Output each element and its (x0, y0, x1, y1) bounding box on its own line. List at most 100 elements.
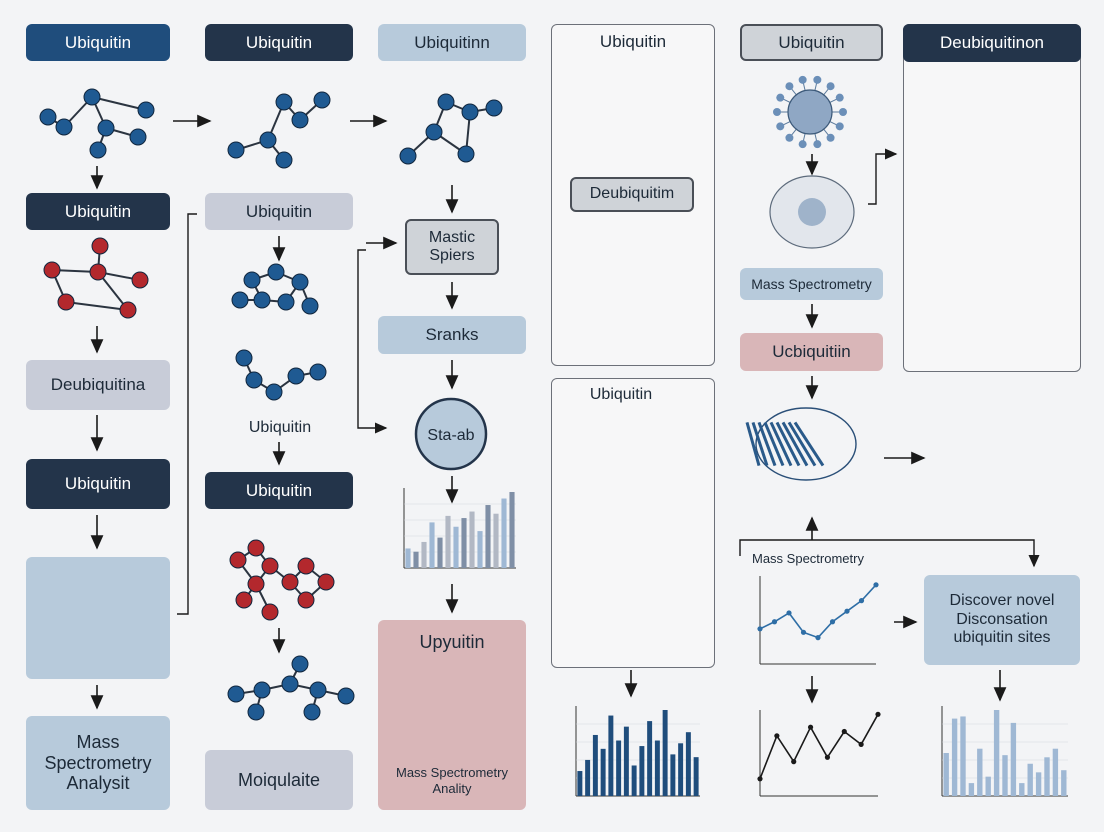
col1-molecule-1-atom (55, 118, 73, 136)
col5-pink-label: Ucbiquitiin (740, 333, 883, 371)
col6-bar-chart-2-bar (1019, 783, 1025, 796)
col2-molecule-4-atom (297, 591, 315, 609)
col4-bar-chart-2-bar (585, 759, 591, 796)
col6-bar-chart-2-bar (1052, 748, 1059, 796)
col3-molecule-1-atom (461, 103, 479, 121)
col5-ribbon-strand (787, 421, 817, 467)
col4-bar-chart-2-bar (693, 757, 699, 796)
col5-ribbon-strand (775, 421, 801, 467)
col4-bar-chart-2-bar (616, 740, 622, 796)
col2-label-2: Ubiquitin (205, 193, 353, 230)
col5-blob-1-satellite (773, 108, 781, 116)
col1-molecule-2-atom (91, 237, 109, 255)
col3-bar-chart-bar (445, 515, 451, 568)
col5-line-chart-1-point (786, 610, 792, 616)
col3-molecule-1-atom (425, 123, 443, 141)
col5-ribbon-outline (755, 407, 857, 481)
col6-discover-label: Discover novel Disconsation ubiquitin si… (924, 575, 1080, 665)
col6-bar-chart-2-bar (943, 753, 949, 796)
col2-molecule-4-atom (281, 573, 299, 591)
col2-molecule-3-atom (287, 367, 305, 385)
col2-molecule-5-atom (281, 675, 299, 693)
col5-line-chart-2-point (858, 741, 864, 748)
col5-sphere-core (798, 198, 826, 226)
col5-ribbon-strand (751, 421, 769, 467)
col2-molecule-4-atom (235, 591, 253, 609)
col5-blob-1-satellite (826, 82, 835, 91)
col2-top-label: Ubiquitin (205, 24, 353, 61)
col1-molecule-2-bond (65, 301, 129, 311)
col5-line-chart-1-point (829, 619, 836, 625)
col5-blob-1-satellite (798, 75, 807, 84)
col5-blob-1-core (787, 89, 833, 135)
col2-molecule-5-atom (291, 655, 309, 673)
col4-panel2-title: Ubiquitin (589, 386, 653, 403)
col1-molecule-1-atom (129, 128, 147, 146)
col3-bar-chart-bar (405, 548, 411, 568)
col2-molecule-4-atom (297, 557, 315, 575)
col6-bar-chart-2-bar (951, 718, 958, 796)
col3-bar-chart-bar (469, 511, 475, 568)
col1-top-label: Ubiquitin (26, 24, 170, 61)
col2-molecule-5-atom (337, 687, 355, 705)
col5-line-chart-2-point (824, 754, 831, 760)
col5-blob-1-satellite (776, 93, 785, 102)
col6-bar-chart-2-bar (993, 710, 1000, 796)
col5-blob-1-satellite (798, 140, 807, 149)
col5-blob-1-satellite (785, 82, 794, 91)
col3-bottom-title: Upyuitin (419, 632, 485, 652)
col5-line-chart-2-point (774, 733, 780, 739)
col2-molecule-1-atom (275, 93, 293, 111)
col3-bottom-caption: Mass Spectrometry Anality (396, 765, 508, 796)
col3-bar-chart-bar (485, 505, 491, 568)
col3-sranks-label: Sranks (378, 316, 526, 354)
col6-panel (903, 24, 1081, 372)
col4-bar-chart-2-bar (623, 726, 629, 796)
col3-bar-chart-bar (501, 498, 507, 568)
col6-bar-chart-2-bar (1035, 772, 1042, 796)
col5-blob-1-satellite (813, 75, 822, 84)
col5-blob-1-satellite (839, 108, 847, 116)
col1-molecule-1-atom (83, 88, 101, 106)
col2-molecule-3-atom (265, 383, 283, 401)
col3-mastic-label: Mastic Spiers (405, 219, 499, 275)
col3-molecule-1-atom (399, 147, 417, 165)
col2-molecule-2-atom (277, 293, 295, 311)
col1-molecule-1-bond (91, 96, 147, 111)
col4-bar-chart-2-bar (662, 710, 668, 796)
col5-blob-1-satellite (826, 133, 835, 142)
col2-molecule-4-atom (229, 551, 247, 569)
col3-bottom-panel (378, 620, 526, 810)
col5-top-label: Ubiquitin (740, 24, 883, 61)
col5-line-chart-2-point (791, 759, 797, 765)
col2-molecule-2-atom (301, 297, 319, 315)
col1-label-4: Ubiquitin (26, 459, 170, 509)
col1-molecule-1-atom (39, 108, 57, 126)
col2-molecule-4-atom (247, 539, 265, 557)
col5-ribbon-strand (763, 421, 785, 467)
col5-line-chart-2-point (841, 728, 847, 735)
col6-bar-chart-2-bar (1061, 770, 1067, 796)
col5-ribbon-strand (745, 421, 761, 467)
col2-label-4: Ubiquitin (205, 472, 353, 509)
col2-molecule-5-atom (309, 681, 327, 699)
col3-bar-chart-bar (453, 526, 459, 568)
col5-blob-1-satellite (813, 140, 822, 149)
col1-molecule-2-atom (57, 293, 75, 311)
col5-col6-bracket (739, 539, 1040, 568)
col1-label-3: Deubiquitina (26, 360, 170, 410)
col3-branch-bracket (357, 249, 388, 434)
col5-ribbon-strand (757, 421, 777, 467)
col3-bar-chart-bar (493, 513, 499, 568)
col6-bar-chart-2-bar (1044, 757, 1050, 796)
col6-bar-chart-2-bar (977, 748, 983, 796)
col5-ribbon-strand (793, 421, 825, 467)
col2-molecule-4-atom (317, 573, 335, 591)
col3-bar-chart-bar (461, 518, 467, 568)
col6-bar-chart-2-bar (968, 783, 975, 796)
col5-line-chart-2-point (807, 724, 814, 730)
col2-molecule-1-atom (275, 151, 293, 169)
col1-molecule-2-atom (119, 301, 137, 319)
col2-molecule-2-atom (231, 291, 249, 309)
col5-blob-1-satellite (785, 133, 794, 142)
